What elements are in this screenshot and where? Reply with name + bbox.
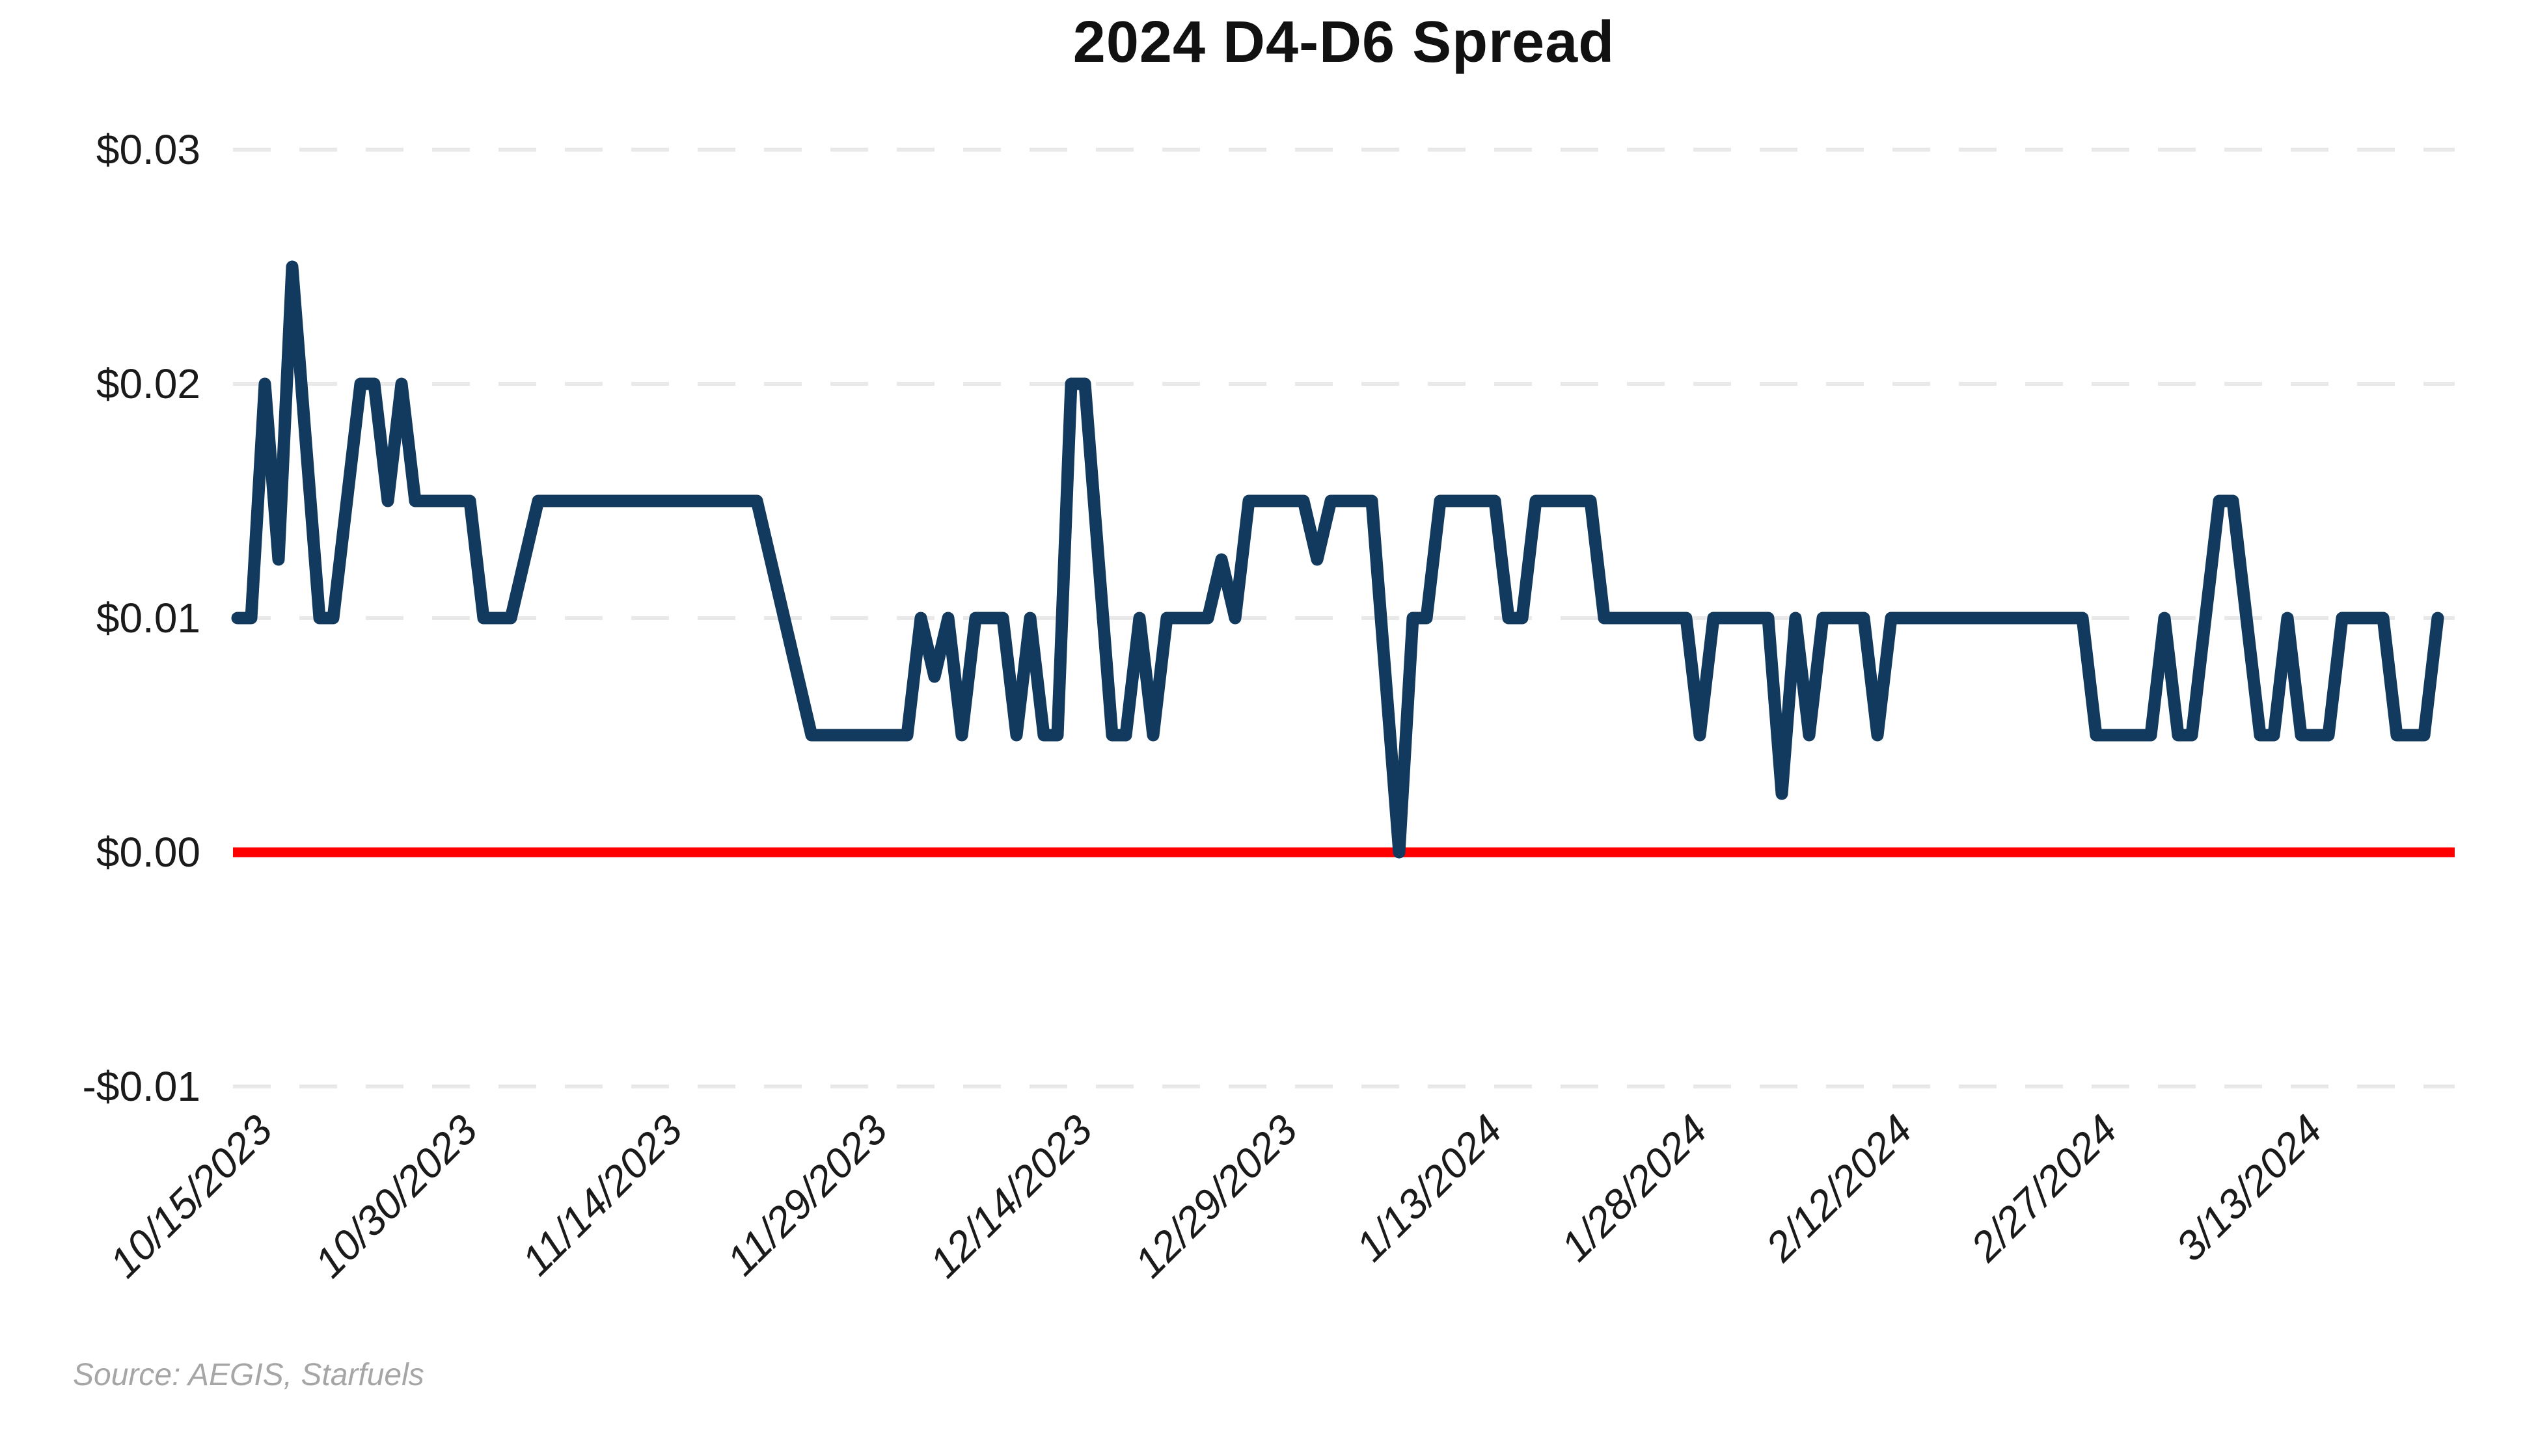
- chart-title: 2024 D4-D6 Spread: [1072, 10, 1615, 75]
- y-tick-label: -$0.01: [82, 1063, 200, 1110]
- y-tick-label: $0.02: [96, 360, 200, 407]
- y-tick-label: $0.00: [96, 829, 200, 876]
- y-tick-label: $0.01: [96, 595, 200, 641]
- spread-series-line: [231, 260, 2444, 859]
- y-tick-label: $0.03: [96, 126, 200, 173]
- source-note: Source: AEGIS, Starfuels: [73, 1358, 424, 1392]
